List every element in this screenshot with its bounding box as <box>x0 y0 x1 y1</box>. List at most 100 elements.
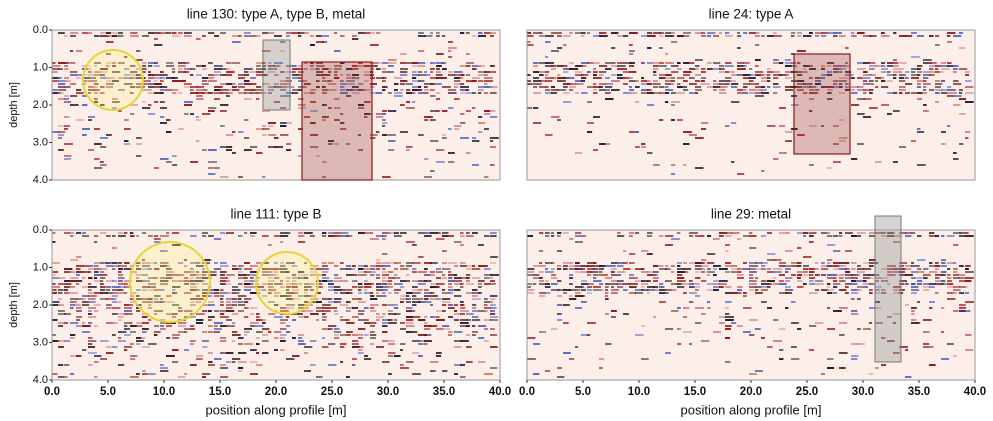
reflection <box>557 250 563 252</box>
reflection <box>917 83 921 85</box>
reflection <box>460 301 464 303</box>
reflection <box>100 104 105 106</box>
reflection <box>106 80 112 82</box>
reflection <box>617 283 625 285</box>
reflection <box>833 83 838 85</box>
reflection <box>208 301 215 303</box>
reflection <box>563 83 572 85</box>
reflection <box>358 301 366 303</box>
reflection <box>436 319 445 321</box>
reflection <box>304 295 313 297</box>
reflection <box>304 316 309 318</box>
reflection <box>563 101 572 103</box>
reflection <box>454 125 462 127</box>
reflection <box>148 86 155 88</box>
annotation-region <box>82 49 144 111</box>
reflection <box>545 86 549 88</box>
reflection <box>695 289 699 291</box>
reflection <box>863 98 872 100</box>
reflection <box>424 71 428 73</box>
reflection <box>671 77 676 79</box>
reflection <box>124 119 129 121</box>
reflection <box>749 277 754 279</box>
reflection <box>683 262 688 264</box>
reflection <box>136 262 141 264</box>
reflection <box>268 301 275 303</box>
reflection <box>94 274 102 276</box>
reflection <box>725 307 729 309</box>
reflection <box>797 280 803 282</box>
reflection <box>821 65 826 67</box>
reflection <box>412 373 421 375</box>
reflection <box>160 116 165 118</box>
reflection <box>424 295 430 297</box>
reflection <box>767 86 771 88</box>
reflection <box>953 268 958 270</box>
reflection <box>298 340 304 342</box>
reflection <box>869 262 878 264</box>
reflection <box>563 262 572 264</box>
reflection <box>851 104 860 106</box>
reflection <box>899 68 905 70</box>
reflection <box>328 343 336 345</box>
reflection <box>130 232 134 234</box>
reflection <box>953 232 962 234</box>
reflection <box>250 325 256 327</box>
x-tick-label: 5.0 <box>575 386 591 398</box>
reflection <box>557 77 566 79</box>
reflection <box>749 235 757 237</box>
reflection <box>749 289 754 291</box>
reflection <box>490 232 497 234</box>
reflection <box>875 301 881 303</box>
reflection <box>527 292 535 294</box>
reflection <box>845 283 853 285</box>
reflection <box>340 86 345 88</box>
reflection <box>575 92 579 94</box>
reflection <box>388 322 397 324</box>
reflection <box>274 268 280 270</box>
reflection <box>262 322 266 324</box>
reflection <box>412 101 416 103</box>
reflection <box>947 32 956 34</box>
reflection <box>82 128 90 130</box>
reflection <box>124 232 128 234</box>
reflection <box>388 262 397 264</box>
reflection <box>899 271 905 273</box>
reflection <box>214 86 223 88</box>
reflection <box>737 274 744 276</box>
reflection <box>454 310 458 312</box>
reflection <box>454 373 459 375</box>
reflection <box>731 83 739 85</box>
reflection <box>424 343 428 345</box>
reflection <box>490 86 498 88</box>
reflection <box>268 134 277 136</box>
annotation-region <box>262 39 291 111</box>
reflection <box>76 271 85 273</box>
reflection <box>959 310 967 312</box>
reflection <box>587 283 594 285</box>
reflection <box>322 116 329 118</box>
reflection <box>178 274 185 276</box>
reflection <box>328 301 337 303</box>
reflection <box>376 295 384 297</box>
reflection <box>539 271 544 273</box>
reflection <box>58 89 67 91</box>
reflection <box>527 41 531 43</box>
reflection <box>316 286 323 288</box>
radargram-image <box>527 232 974 378</box>
reflection <box>58 77 62 79</box>
reflection <box>418 319 426 321</box>
reflection <box>707 274 711 276</box>
reflection <box>316 71 324 73</box>
reflection <box>334 334 339 336</box>
reflection <box>911 319 917 321</box>
reflection <box>202 292 209 294</box>
reflection <box>400 89 404 91</box>
reflection <box>148 343 157 345</box>
reflection <box>412 289 419 291</box>
reflection <box>448 271 452 273</box>
reflection <box>148 262 157 264</box>
reflection <box>58 80 67 82</box>
reflection <box>629 86 633 88</box>
reflection <box>130 301 137 303</box>
